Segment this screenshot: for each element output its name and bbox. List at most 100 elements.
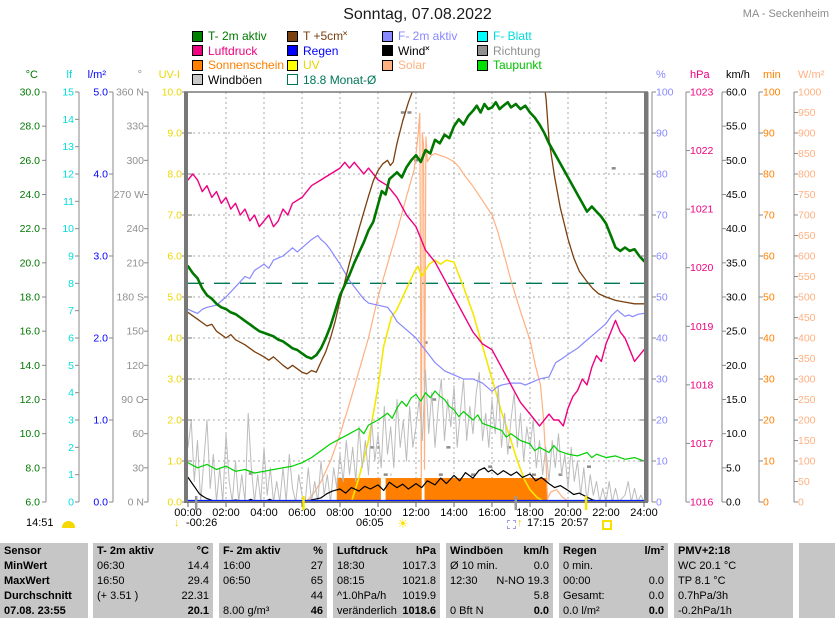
svg-text:08:00: 08:00	[326, 507, 354, 519]
legend-swatch-wind	[382, 45, 393, 57]
svg-text:60: 60	[763, 251, 775, 263]
stats-cell-left: 0 Bft N	[450, 604, 484, 617]
svg-text:55.0: 55.0	[726, 121, 747, 133]
series-solar	[188, 112, 644, 502]
svg-text:7: 7	[68, 305, 74, 317]
stats-cell-right: 1017.3	[402, 559, 436, 572]
svg-text:400: 400	[798, 333, 816, 345]
svg-text:100: 100	[798, 456, 816, 468]
stats-row: Regen l/m²	[559, 543, 668, 558]
svg-text:4.0: 4.0	[167, 333, 182, 345]
svg-text:450: 450	[798, 312, 816, 324]
stats-cell-right: 29.4	[187, 574, 209, 587]
stats-row: T- 2m aktiv °C	[93, 543, 213, 558]
stats-cell-left: Windböen	[450, 544, 504, 557]
svg-text:270 W: 270 W	[114, 189, 144, 201]
stats-row: MaxWert	[0, 573, 88, 588]
stats-row: Ø 10 min. 0.0	[446, 558, 553, 573]
stats-group-f2m: F- 2m aktiv% 16:00 27 06:50 65 44 8.00 g/m³ 46	[219, 543, 327, 618]
stats-row: 16:00 27	[219, 558, 327, 573]
legend-item-t5cm: T +5cm˟	[287, 29, 382, 44]
legend-item-f2m: F- 2m aktiv	[382, 29, 477, 44]
svg-text:40.0: 40.0	[726, 223, 747, 235]
svg-text:10: 10	[763, 456, 775, 468]
stats-cell-left: Durchschnitt	[4, 589, 72, 602]
stats-row: (+ 3.51 ) 22.31	[93, 588, 213, 603]
svg-text:100: 100	[763, 87, 781, 99]
stats-row: PMV+2:18	[674, 543, 793, 558]
stats-cell-left: 00:00	[563, 574, 591, 587]
series-windb-en	[188, 369, 644, 502]
svg-text:180 S: 180 S	[117, 292, 144, 304]
stats-row: Durchschnitt	[0, 588, 88, 603]
svg-text:950: 950	[798, 107, 816, 119]
svg-text:20: 20	[656, 415, 668, 427]
svg-text:4.0: 4.0	[93, 169, 108, 181]
stats-cell-right: 0.0	[648, 574, 664, 587]
stats-cell-left: MinWert	[4, 559, 48, 572]
stats-table: Sensor MinWert MaxWert Durchschnitt 07.08. 2…	[0, 543, 835, 618]
stats-cell-right: 14.4	[187, 559, 209, 572]
stats-row: 0.0 l/m² 0.0	[559, 603, 668, 618]
legend-item-regen: Regen	[287, 44, 382, 59]
series-t-2m-aktiv	[188, 101, 644, 360]
svg-text:9.0: 9.0	[167, 128, 182, 140]
stats-filler	[799, 543, 835, 618]
svg-text:45.0: 45.0	[726, 189, 747, 201]
svg-text:80: 80	[763, 169, 775, 181]
stats-cell-left: WC 20.1 °C	[678, 559, 737, 572]
moon-icon	[62, 521, 75, 528]
svg-text:1.0: 1.0	[167, 456, 182, 468]
sun-icon: ☀	[397, 516, 409, 531]
svg-text:3: 3	[68, 415, 74, 427]
stats-cell-right: hPa	[415, 544, 436, 557]
legend-item-taupunkt: Taupunkt	[477, 58, 574, 73]
svg-text:8: 8	[68, 278, 74, 290]
sunset-time-label: 20:57	[561, 517, 589, 529]
svg-text:250: 250	[798, 394, 816, 406]
svg-text:14: 14	[62, 114, 74, 126]
page-title: Sonntag, 07.08.2022	[343, 6, 492, 23]
svg-text:10.0: 10.0	[726, 428, 747, 440]
svg-text:12:00: 12:00	[402, 507, 430, 519]
svg-text:550: 550	[798, 271, 816, 283]
stats-cell-right: °C	[196, 544, 209, 557]
stats-cell-left: PMV+2:18	[678, 544, 731, 557]
legend-swatch-monat	[287, 74, 298, 86]
stats-cell-left: 18:30	[337, 559, 365, 572]
legend-swatch-fblatt	[477, 30, 488, 42]
svg-text:10: 10	[656, 456, 668, 468]
svg-text:8.0: 8.0	[25, 462, 40, 474]
series-uv	[350, 259, 547, 502]
stats-cell-right: l/m²	[644, 544, 664, 557]
legend-item-fblatt: F- Blatt	[477, 29, 574, 44]
legend-swatch-regen	[287, 45, 298, 57]
stats-cell-right: 22.31	[181, 589, 209, 602]
legend-label-taupunkt: Taupunkt	[493, 58, 542, 73]
svg-text:1018: 1018	[690, 379, 714, 391]
svg-text:02:00: 02:00	[212, 507, 240, 519]
svg-text:650: 650	[798, 230, 816, 242]
stats-cell-left: Gesamt:	[563, 589, 605, 602]
stats-row: 44	[219, 588, 327, 603]
svg-text:150: 150	[798, 435, 816, 447]
svg-text:5: 5	[68, 360, 74, 372]
svg-text:10.0: 10.0	[20, 428, 41, 440]
svg-text:lf: lf	[67, 69, 73, 81]
series-wind	[188, 467, 644, 502]
legend-item-wind: Wind˟	[382, 44, 477, 59]
svg-text:%: %	[656, 69, 666, 81]
stats-row: 06:50 65	[219, 573, 327, 588]
stats-row: 18:30 1017.3	[333, 558, 440, 573]
svg-text:60: 60	[132, 428, 144, 440]
svg-text:1020: 1020	[690, 262, 714, 274]
svg-text:3.0: 3.0	[93, 251, 108, 263]
svg-text:1: 1	[68, 469, 74, 481]
series-t-5cm	[188, 92, 413, 375]
svg-text:30: 30	[763, 374, 775, 386]
stats-cell-right: 0.0	[648, 589, 664, 602]
legend-swatch-solar	[382, 59, 393, 71]
legend-item-richtung: Richtung	[477, 44, 574, 59]
